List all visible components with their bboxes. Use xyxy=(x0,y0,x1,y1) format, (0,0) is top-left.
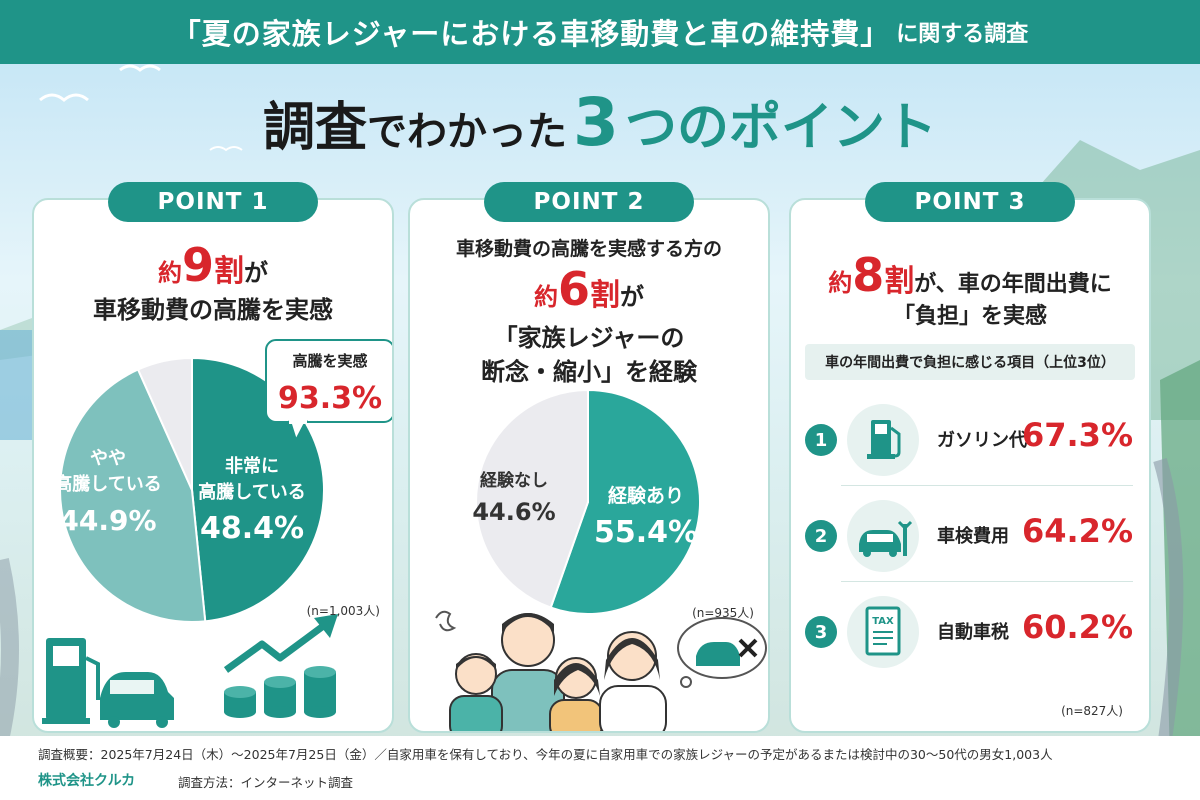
pie-category-label: 高騰している xyxy=(198,481,305,503)
point1-title-unit: 割 xyxy=(214,254,244,289)
point3-title-num: 8 xyxy=(852,248,885,302)
ranking-row: 1 ガソリン代 67.3% xyxy=(791,390,1149,486)
point1-title-line2: 車移動費の高騰を実感 xyxy=(93,296,333,324)
company-name: 株式会社クルカ xyxy=(38,773,136,789)
pie-value-label: 55.4% xyxy=(594,515,698,550)
pie-value-label: 44.6% xyxy=(472,498,555,526)
pie-slice xyxy=(136,356,193,491)
point2-title-pre: 約 xyxy=(533,283,558,311)
point1-title-pre: 約 xyxy=(157,259,182,287)
pie-value-label: 44.9% xyxy=(59,504,156,537)
point1-callout-label: 高騰を実感 xyxy=(292,352,367,370)
rank-badge: 2 xyxy=(805,520,837,552)
car-wrench-icon xyxy=(847,500,919,572)
point1-callout-box xyxy=(265,339,392,423)
rank-badge: 1 xyxy=(805,424,837,456)
pie-slice xyxy=(59,368,207,623)
headline-part-a: 調査 xyxy=(263,98,368,158)
rising-coins-icon xyxy=(223,614,338,718)
headline-part-b: でわかった xyxy=(367,109,568,155)
fuel-car-icon xyxy=(42,638,174,728)
pie-slice xyxy=(475,388,589,609)
point3-title-unit: 割 xyxy=(884,264,915,299)
fuel-pump-icon xyxy=(847,404,919,476)
ranking-row: 2 車検費用 64.2% xyxy=(791,486,1149,582)
point2-title-line4: 断念・縮小」を経験 xyxy=(481,358,697,386)
ranking-row: 3 TAX 自動車税 60.2% xyxy=(791,582,1149,678)
rank-label: 自動車税 xyxy=(937,622,1009,643)
point2-title-post: が xyxy=(620,283,644,311)
pie-category-label: 経験なし xyxy=(480,470,548,491)
divider xyxy=(841,581,1133,582)
point1-card: 約9割が 車移動費の高騰を実感 非常に高騰している 48.4% やや高騰している 44… xyxy=(32,198,394,733)
rank-label: 車検費用 xyxy=(937,526,1009,547)
point3-title-pre: 約 xyxy=(828,269,853,297)
point2-title-unit: 割 xyxy=(590,278,620,313)
headline-number: 3 xyxy=(573,84,619,161)
rank-value: 64.2% xyxy=(1021,512,1133,550)
pie-category-label: 高騰している xyxy=(54,473,161,495)
point3-card: 約8割が、車の年間出費に 「負担」を実感 車の年間出費で負担に感じる項目（上位3… xyxy=(789,198,1151,733)
tax-icon-text: TAX xyxy=(872,616,894,627)
tax-document-icon: TAX xyxy=(847,596,919,668)
point2-sample-note: (n=935人) xyxy=(692,606,754,620)
rank-value: 67.3% xyxy=(1021,416,1133,454)
worried-family-illustration xyxy=(435,610,767,731)
survey-overview: 調査概要：2025年7月24日（木）～2025年7月25日（金）／自家用車を保有… xyxy=(38,747,1053,762)
point3-ranking-header: 車の年間出費で負担に感じる項目（上位3位） xyxy=(805,344,1135,380)
point1-title-line1: 約9割が xyxy=(34,238,392,292)
point2-pill: POINT 2 xyxy=(484,182,694,222)
rank-label: ガソリン代 xyxy=(937,430,1027,451)
rank-badge: 3 xyxy=(805,616,837,648)
point1-callout-value: 93.3% xyxy=(278,381,382,416)
banner-title: 「夏の家族レジャーにおける車移動費と車の維持費」 xyxy=(171,17,891,51)
divider xyxy=(841,485,1133,486)
point1-title-post: が xyxy=(244,259,268,287)
point2-pie-chart: 経験あり 55.4% 経験なし 44.6% xyxy=(435,388,767,731)
banner-subtitle: に関する調査 xyxy=(896,22,1029,47)
page-headline: 調査でわかった3 つのポイント xyxy=(0,84,1200,161)
point3-pill: POINT 3 xyxy=(865,182,1075,222)
point3-title-post: が、車の年間出費に xyxy=(914,272,1112,297)
point2-title-line2: 約6割が xyxy=(410,262,768,316)
point3-sample-note: (n=827人) xyxy=(1061,704,1123,718)
pie-category-label: やや xyxy=(90,448,126,469)
rank-value: 60.2% xyxy=(1021,608,1133,646)
footer: 調査概要：2025年7月24日（木）～2025年7月25日（金）／自家用車を保有… xyxy=(0,736,1200,800)
headline-part-d: つのポイント xyxy=(624,98,937,158)
survey-method: 調査方法：インターネット調査 xyxy=(178,775,354,790)
point1-sample-note: (n=1,003人) xyxy=(306,604,380,618)
point2-title-line3: 「家族レジャーの xyxy=(493,324,685,352)
point1-title-num: 9 xyxy=(181,238,214,292)
pie-value-label: 48.4% xyxy=(200,511,304,546)
pie-category-label: 非常に xyxy=(225,455,279,477)
header-banner: 「夏の家族レジャーにおける車移動費と車の維持費」 に関する調査 xyxy=(0,0,1200,64)
point2-title-line1: 車移動費の高騰を実感する方の xyxy=(455,238,722,260)
point2-title-num: 6 xyxy=(557,262,590,316)
point2-card: 車移動費の高騰を実感する方の 約6割が 「家族レジャーの 断念・縮小」を経験 経… xyxy=(408,198,770,733)
point1-pill: POINT 1 xyxy=(108,182,318,222)
point3-title-line2: 「負担」を実感 xyxy=(892,304,1047,329)
point3-title-line1: 約8割が、車の年間出費に xyxy=(791,248,1149,302)
pie-category-label: 経験あり xyxy=(608,484,684,507)
